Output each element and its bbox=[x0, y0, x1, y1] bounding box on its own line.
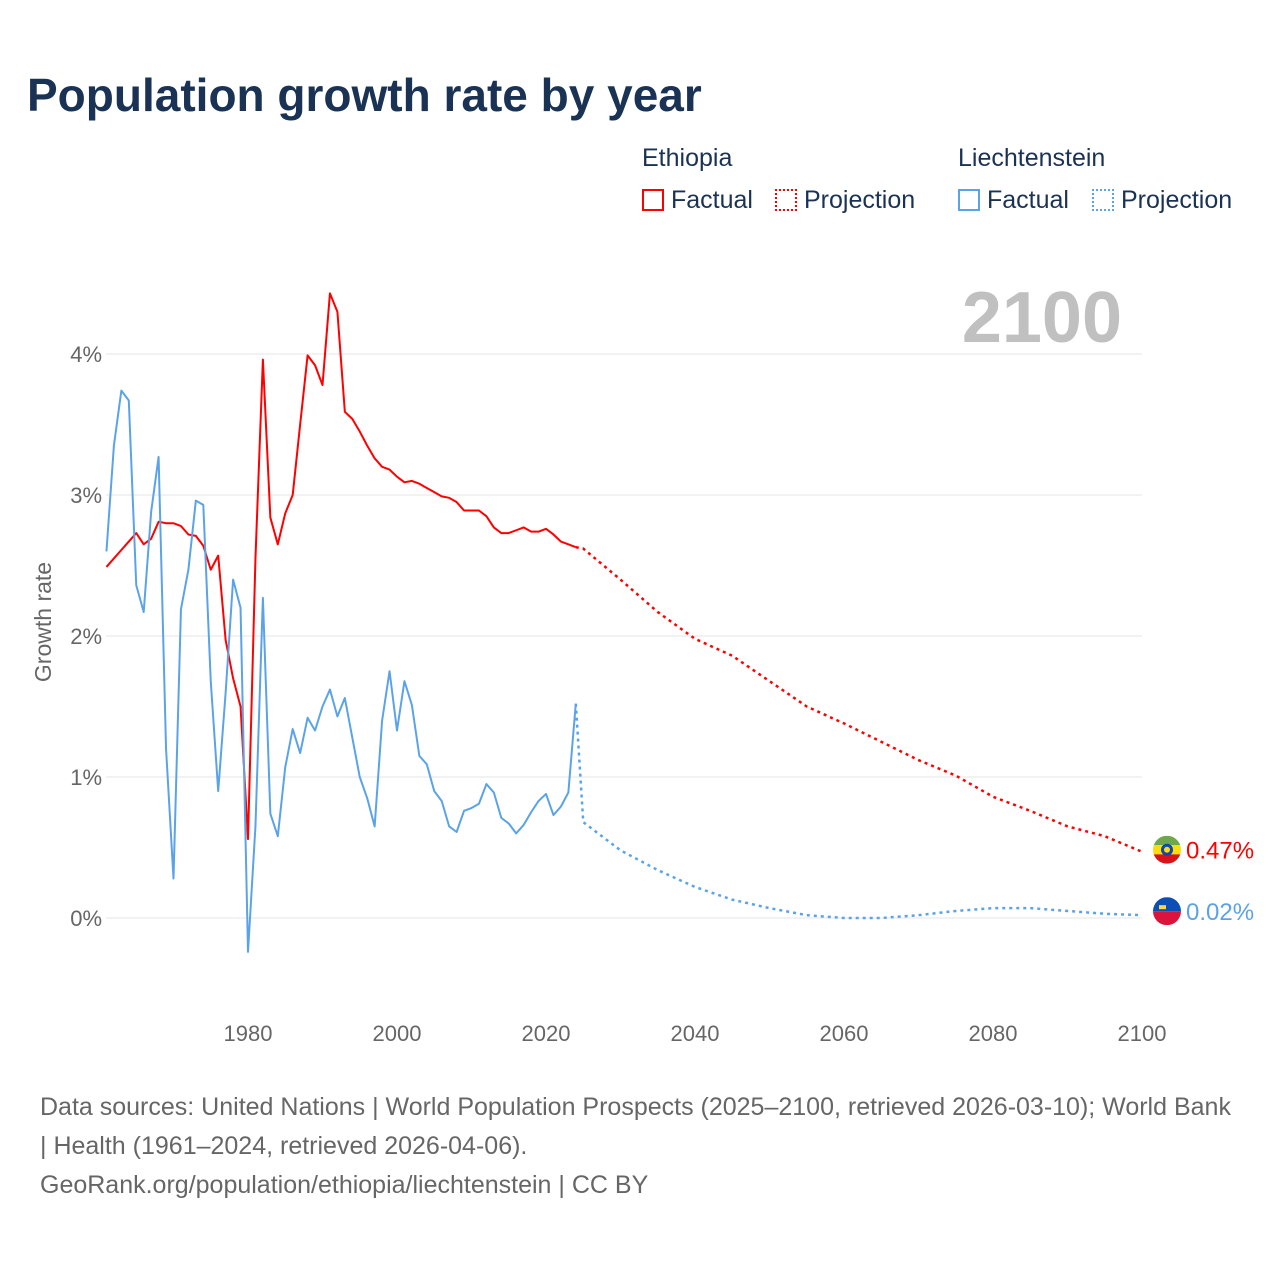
x-tick-label: 2060 bbox=[820, 1021, 869, 1046]
ethiopia-flag-icon bbox=[1153, 835, 1181, 864]
liechtenstein-end-label: 0.02% bbox=[1186, 899, 1254, 926]
solid-swatch-icon bbox=[642, 189, 664, 211]
legend-label: Projection bbox=[1121, 186, 1233, 214]
y-tick-label: 1% bbox=[70, 765, 102, 790]
legend-label: Factual bbox=[987, 186, 1069, 214]
legend-liechtenstein-projection[interactable]: Projection bbox=[1092, 186, 1232, 215]
footer: Data sources: United Nations | World Pop… bbox=[40, 1088, 1240, 1205]
legend-liechtenstein-title: Liechtenstein bbox=[958, 144, 1106, 172]
legend-ethiopia-factual[interactable]: Factual bbox=[642, 186, 753, 215]
x-tick-label: 1980 bbox=[224, 1021, 273, 1046]
legend-ethiopia-title: Ethiopia bbox=[642, 144, 733, 172]
data-sources: Data sources: United Nations | World Pop… bbox=[40, 1093, 1231, 1160]
year-watermark: 2100 bbox=[962, 278, 1122, 358]
ethiopia-end-label: 0.47% bbox=[1186, 838, 1254, 865]
x-tick-label: 2000 bbox=[373, 1021, 422, 1046]
chart-area: 2100 Growth rate 0% 1% 2% 3% 4% 1980 2000 2020 2… bbox=[30, 278, 1254, 1046]
y-tick-label: 2% bbox=[70, 624, 102, 649]
y-tick-label: 3% bbox=[70, 483, 102, 508]
solid-swatch-icon bbox=[958, 189, 980, 211]
y-tick-label: 4% bbox=[70, 342, 102, 367]
legend-label: Projection bbox=[804, 186, 916, 214]
liechtenstein-projection-line bbox=[574, 703, 1143, 920]
chart-title: Population growth rate by year bbox=[27, 69, 702, 121]
ethiopia-projection-line bbox=[575, 545, 1143, 853]
source-link[interactable]: GeoRank.org/population/ethiopia/liechten… bbox=[40, 1171, 649, 1199]
y-axis-label: Growth rate bbox=[30, 562, 56, 682]
liechtenstein-flag-icon bbox=[1153, 897, 1181, 926]
legend-liechtenstein-factual[interactable]: Factual bbox=[958, 186, 1069, 215]
x-tick-label: 2020 bbox=[522, 1021, 571, 1046]
legend-ethiopia-projection[interactable]: Projection bbox=[775, 186, 915, 215]
dotted-swatch-icon bbox=[1092, 189, 1114, 211]
x-tick-label: 2040 bbox=[671, 1021, 720, 1046]
legend-label: Factual bbox=[671, 186, 753, 214]
y-tick-label: 0% bbox=[70, 906, 102, 931]
x-tick-label: 2080 bbox=[969, 1021, 1018, 1046]
dotted-swatch-icon bbox=[775, 189, 797, 211]
x-tick-label: 2100 bbox=[1118, 1021, 1167, 1046]
liechtenstein-factual-line bbox=[105, 389, 577, 953]
ethiopia-factual-line bbox=[105, 292, 577, 841]
